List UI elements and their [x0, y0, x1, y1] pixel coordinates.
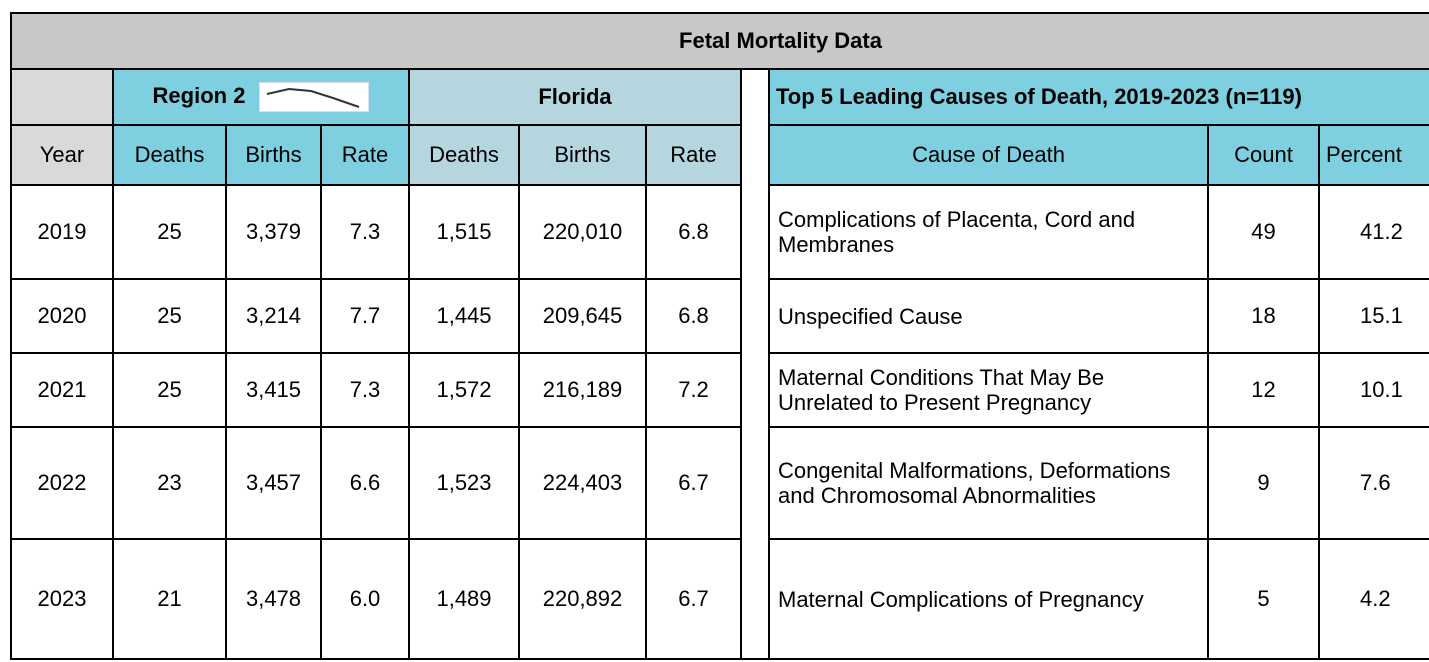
value-cell: 25 [112, 278, 227, 354]
col-header: Births [225, 124, 322, 186]
percent-cell: 4.2 [1317, 538, 1429, 660]
year-cell: 2020 [10, 278, 114, 354]
col-header: Births [518, 124, 647, 186]
value-cell: 1,515 [408, 184, 520, 280]
value-cell: 224,403 [518, 426, 647, 540]
percent-cell: 10.1 [1317, 352, 1429, 428]
col-header: Cause of Death [768, 124, 1209, 186]
value-cell: 3,379 [225, 184, 322, 280]
col-header: Deaths [112, 124, 227, 186]
cause-cell: Maternal Conditions That May Be Unrelate… [768, 352, 1209, 428]
region-label: Region 2 [152, 82, 246, 108]
value-cell: 25 [112, 352, 227, 428]
gap-column [740, 68, 770, 660]
value-cell: 1,523 [408, 426, 520, 540]
sparkline [259, 82, 370, 112]
count-cell: 12 [1207, 352, 1320, 428]
value-cell: 7.7 [320, 278, 410, 354]
value-cell: 7.3 [320, 184, 410, 280]
column-row: Year Deaths Births Rate Deaths Births Ra… [10, 124, 1429, 186]
value-cell: 6.8 [645, 184, 742, 280]
value-cell: 1,572 [408, 352, 520, 428]
data-row: 2020 25 3,214 7.7 1,445 209,645 6.8 Unspecified… [10, 278, 1429, 354]
count-cell: 9 [1207, 426, 1320, 540]
year-cell: 2023 [10, 538, 114, 660]
col-header: Rate [320, 124, 410, 186]
blank-cell [10, 68, 114, 126]
col-header: Deaths [408, 124, 520, 186]
state-header: Florida [408, 68, 742, 126]
value-cell: 6.6 [320, 426, 410, 540]
cause-cell: Complications of Placenta, Cord and Memb… [768, 184, 1209, 280]
value-cell: 209,645 [518, 278, 647, 354]
table-body: Fetal Mortality Data Region 2 Florida To… [9, 12, 1429, 660]
sparkline-line [267, 87, 360, 108]
value-cell: 3,457 [225, 426, 322, 540]
year-cell: 2021 [10, 352, 114, 428]
table-title: Fetal Mortality Data [9, 12, 1429, 70]
year-cell: 2022 [10, 426, 114, 540]
mortality-table: Fetal Mortality Data Region 2 Florida To… [9, 12, 1429, 660]
value-cell: 6.0 [320, 538, 410, 660]
value-cell: 6.8 [645, 278, 742, 354]
value-cell: 216,189 [518, 352, 647, 428]
sparkline-frame [259, 82, 370, 112]
value-cell: 220,892 [518, 538, 647, 660]
group-row: Region 2 Florida Top 5 Leading Causes of… [10, 68, 1429, 660]
count-cell: 49 [1207, 184, 1320, 280]
value-cell: 220,010 [518, 184, 647, 280]
col-header: Percent [1317, 124, 1429, 186]
data-row: 2022 23 3,457 6.6 1,523 224,403 6.7 Congenital … [10, 426, 1429, 540]
percent-cell: 7.6 [1317, 426, 1429, 540]
data-row: 2023 21 3,478 6.0 1,489 220,892 6.7 Maternal Co… [10, 538, 1429, 660]
col-header: Year [10, 124, 114, 186]
value-cell: 1,489 [408, 538, 520, 660]
col-header: Count [1207, 124, 1320, 186]
data-row: 2019 25 3,379 7.3 1,515 220,010 6.8 Complicatio… [10, 184, 1429, 280]
value-cell: 7.2 [645, 352, 742, 428]
count-cell: 5 [1207, 538, 1320, 660]
cause-cell: Unspecified Cause [768, 278, 1209, 354]
value-cell: 3,415 [225, 352, 322, 428]
data-row: 2021 25 3,415 7.3 1,572 216,189 7.2 Maternal Co… [10, 352, 1429, 428]
value-cell: 3,478 [225, 538, 322, 660]
percent-cell: 41.2 [1317, 184, 1429, 280]
value-cell: 6.7 [645, 538, 742, 660]
value-cell: 7.3 [320, 352, 410, 428]
cause-cell: Maternal Complications of Pregnancy [768, 538, 1209, 660]
value-cell: 3,214 [225, 278, 322, 354]
region-header: Region 2 [112, 68, 410, 126]
value-cell: 1,445 [408, 278, 520, 354]
col-header: Rate [645, 124, 742, 186]
value-cell: 6.7 [645, 426, 742, 540]
year-cell: 2019 [10, 184, 114, 280]
title-row: Fetal Mortality Data [9, 12, 1429, 70]
value-cell: 25 [112, 184, 227, 280]
percent-cell: 15.1 [1317, 278, 1429, 354]
value-cell: 23 [112, 426, 227, 540]
causes-header: Top 5 Leading Causes of Death, 2019-2023… [767, 68, 1429, 126]
cause-cell: Congenital Malformations, Deformations a… [768, 426, 1209, 540]
count-cell: 18 [1207, 278, 1320, 354]
value-cell: 21 [112, 538, 227, 660]
